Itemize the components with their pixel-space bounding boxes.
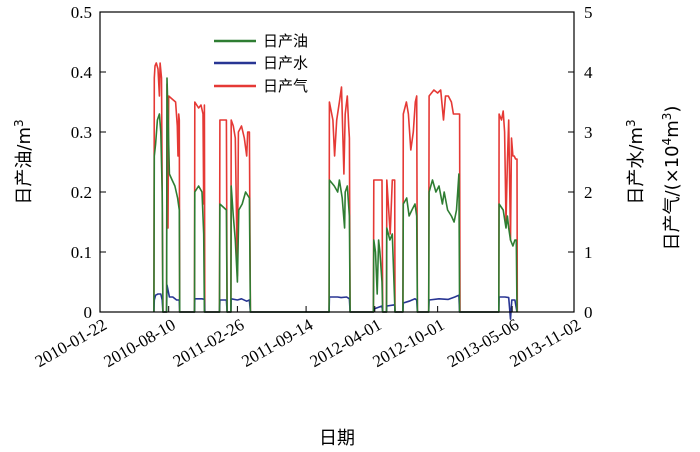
left-tick-label: 0.3 xyxy=(71,123,92,142)
plot-frame xyxy=(99,11,575,313)
series-line-gas xyxy=(153,62,519,313)
right-tick-label: 2 xyxy=(584,183,593,202)
left-tick-label: 0.5 xyxy=(71,3,92,22)
series-line-water xyxy=(153,284,518,321)
x-axis: 2010-01-222010-08-102011-02-262011-09-14… xyxy=(32,306,584,371)
x-tick-label: 2011-02-26 xyxy=(170,315,248,371)
x-tick-label: 2012-10-01 xyxy=(369,315,447,371)
left-tick-label: 0.1 xyxy=(71,243,92,262)
x-tick-label: 2011-09-14 xyxy=(238,315,316,371)
right-tick-label: 0 xyxy=(584,303,593,322)
x-tick-label: 2013-11-02 xyxy=(506,315,584,371)
left-tick-label: 0.2 xyxy=(71,183,92,202)
left-axis: 0 0.1 0.2 0.3 0.4 0.5 xyxy=(71,3,106,322)
legend-label-oil: 日产油 xyxy=(263,32,308,50)
plot-lines xyxy=(153,62,519,321)
x-tick-label: 2010-01-22 xyxy=(32,315,110,371)
x-axis-title: 日期 xyxy=(319,428,355,449)
left-tick-label: 0.4 xyxy=(71,63,93,82)
legend-label-gas: 日产气 xyxy=(263,77,308,95)
y-axis-left-title: 日产油/m3 xyxy=(12,119,35,204)
right-tick-label: 3 xyxy=(584,123,593,142)
legend-label-water: 日产水 xyxy=(263,54,308,72)
x-tick-label: 2010-08-10 xyxy=(100,315,178,371)
right-tick-label: 4 xyxy=(584,63,593,82)
right-axis: 0 1 2 3 4 5 xyxy=(568,3,593,322)
legend: 日产油 日产水 日产气 xyxy=(214,32,308,95)
right-tick-label: 1 xyxy=(584,243,593,262)
y-axis-right-title-water: 日产水/m3 xyxy=(624,119,647,204)
left-tick-label: 0 xyxy=(84,303,93,322)
right-tick-label: 5 xyxy=(584,3,593,22)
series-line-oil xyxy=(153,77,518,313)
y-axis-right-title-gas: 日产气/(×104m3) xyxy=(660,106,683,251)
